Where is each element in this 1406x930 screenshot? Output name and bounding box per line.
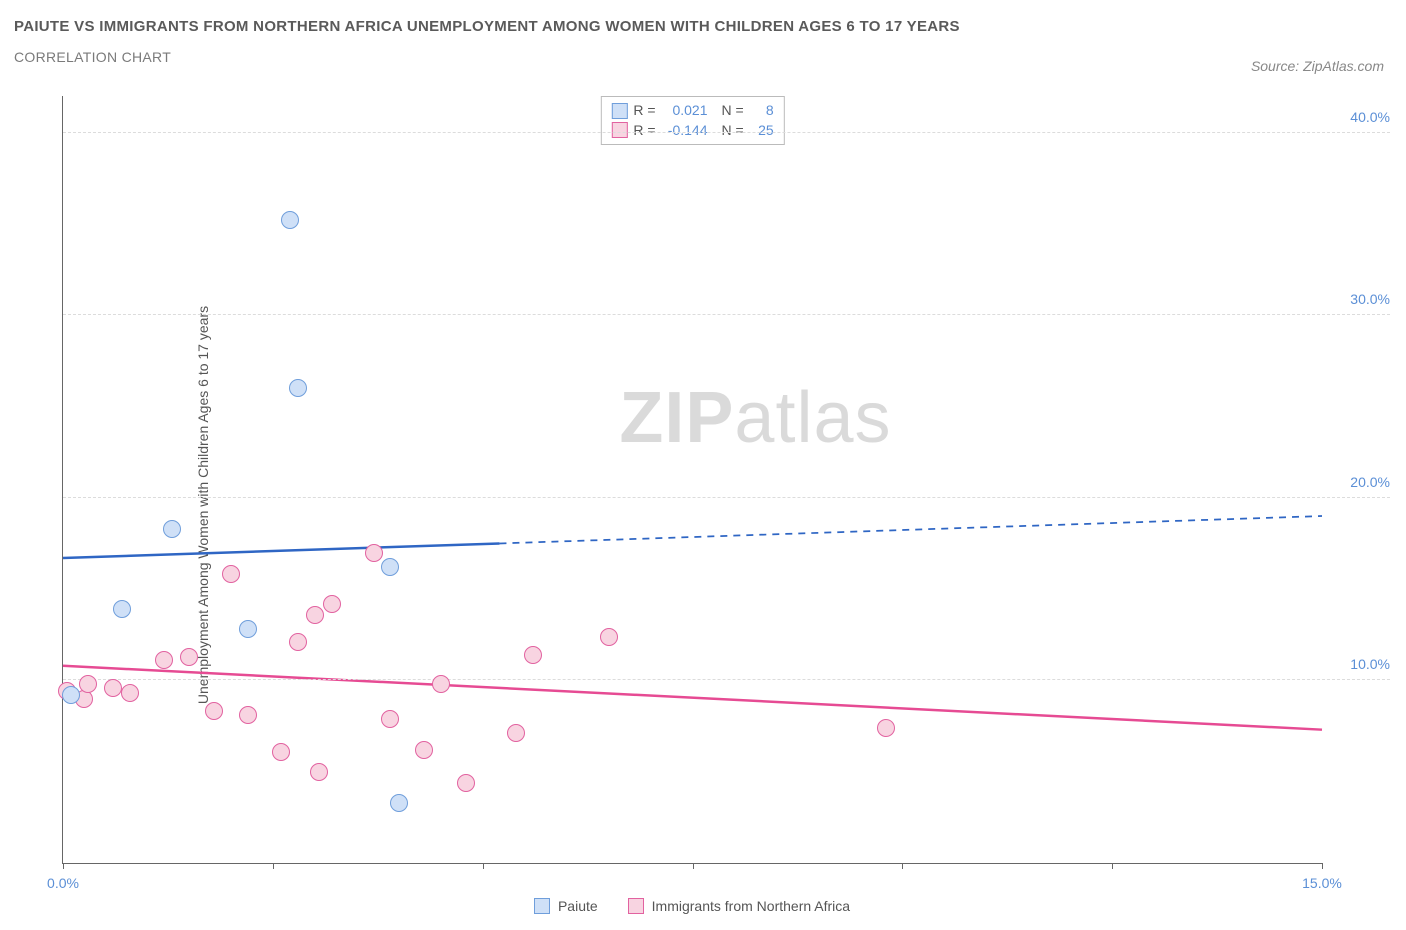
- y-tick-label: 30.0%: [1330, 291, 1390, 307]
- data-point: [155, 651, 173, 669]
- data-point: [104, 679, 122, 697]
- gridline: [63, 132, 1390, 133]
- data-point: [289, 633, 307, 651]
- data-point: [239, 620, 257, 638]
- data-point: [390, 794, 408, 812]
- data-point: [272, 743, 290, 761]
- legend-item-immigrants: Immigrants from Northern Africa: [628, 898, 850, 914]
- data-point: [281, 211, 299, 229]
- gridline: [63, 314, 1390, 315]
- stats-row-immigrants: R = -0.144 N = 25: [611, 121, 773, 141]
- data-point: [877, 719, 895, 737]
- data-point: [600, 628, 618, 646]
- source-attribution: Source: ZipAtlas.com: [1251, 58, 1384, 74]
- plot-area: ZIPatlas R = 0.021 N = 8 R = -0.144 N = …: [62, 96, 1322, 864]
- data-point: [310, 763, 328, 781]
- data-point: [121, 684, 139, 702]
- data-point: [222, 565, 240, 583]
- chart-container: Unemployment Among Women with Children A…: [14, 96, 1392, 914]
- trend-lines: [63, 96, 1322, 863]
- x-tick: [902, 863, 903, 869]
- x-tick: [1322, 863, 1323, 869]
- gridline: [63, 497, 1390, 498]
- swatch-paiute: [611, 103, 627, 119]
- x-tick: [1112, 863, 1113, 869]
- chart-title: PAIUTE VS IMMIGRANTS FROM NORTHERN AFRIC…: [14, 18, 1406, 35]
- data-point: [180, 648, 198, 666]
- data-point: [507, 724, 525, 742]
- stats-legend-box: R = 0.021 N = 8 R = -0.144 N = 25: [600, 96, 784, 145]
- data-point: [524, 646, 542, 664]
- data-point: [323, 595, 341, 613]
- data-point: [163, 520, 181, 538]
- data-point: [381, 558, 399, 576]
- data-point: [205, 702, 223, 720]
- bottom-legend: Paiute Immigrants from Northern Africa: [62, 898, 1322, 914]
- gridline: [63, 679, 1390, 680]
- x-tick: [63, 863, 64, 869]
- data-point: [289, 379, 307, 397]
- data-point: [457, 774, 475, 792]
- x-tick-label: 15.0%: [1302, 875, 1342, 891]
- x-tick: [693, 863, 694, 869]
- x-tick-label: 0.0%: [47, 875, 79, 891]
- swatch-immigrants: [611, 122, 627, 138]
- legend-swatch-paiute: [534, 898, 550, 914]
- y-tick-label: 40.0%: [1330, 109, 1390, 125]
- data-point: [381, 710, 399, 728]
- legend-swatch-immigrants: [628, 898, 644, 914]
- data-point: [79, 675, 97, 693]
- data-point: [306, 606, 324, 624]
- x-tick: [483, 863, 484, 869]
- data-point: [415, 741, 433, 759]
- data-point: [365, 544, 383, 562]
- y-tick-label: 10.0%: [1330, 656, 1390, 672]
- chart-subtitle: CORRELATION CHART: [14, 49, 1406, 65]
- data-point: [432, 675, 450, 693]
- legend-item-paiute: Paiute: [534, 898, 598, 914]
- y-tick-label: 20.0%: [1330, 474, 1390, 490]
- data-point: [113, 600, 131, 618]
- data-point: [62, 686, 80, 704]
- data-point: [239, 706, 257, 724]
- stats-row-paiute: R = 0.021 N = 8: [611, 101, 773, 121]
- x-tick: [273, 863, 274, 869]
